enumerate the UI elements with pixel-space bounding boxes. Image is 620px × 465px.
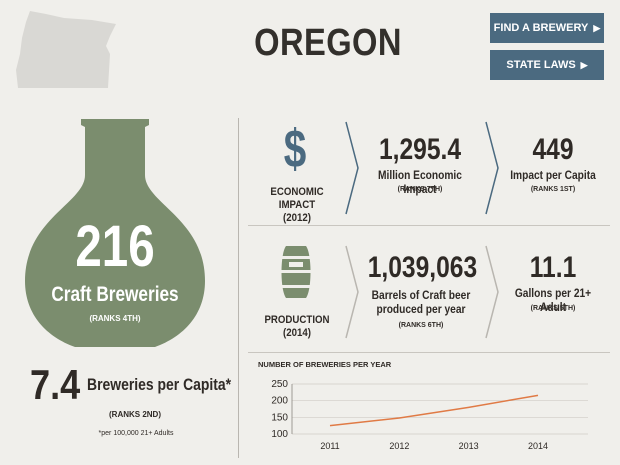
brewery-label: Craft Breweries bbox=[51, 283, 179, 306]
economic-impact-label: ECONOMIC IMPACT (2012) bbox=[257, 186, 336, 225]
find-brewery-label: FIND A BREWERY bbox=[493, 22, 589, 34]
vertical-divider bbox=[238, 118, 239, 458]
y-tick-label: 150 bbox=[271, 412, 288, 423]
gallons-desc: Gallons per 21+ Adult bbox=[514, 286, 592, 314]
production-year: (2014) bbox=[283, 327, 311, 339]
chart-title: NUMBER OF BREWERIES PER YEAR bbox=[258, 360, 392, 369]
economic-impact-title: ECONOMIC IMPACT bbox=[270, 186, 324, 211]
economic-impact-year: (2012) bbox=[283, 212, 311, 224]
brewery-rank: (RANKS 4TH) bbox=[89, 314, 141, 323]
gallons-value: 11.1 bbox=[529, 251, 577, 284]
chevron-separator-icon bbox=[485, 245, 499, 339]
x-tick-label: 2013 bbox=[459, 441, 479, 451]
chevron-separator-icon bbox=[485, 121, 499, 215]
section-divider bbox=[248, 352, 610, 353]
barrels-value: 1,039,063 bbox=[367, 251, 478, 284]
chevron-right-icon: ▶ bbox=[593, 22, 601, 33]
impact-per-capita-value: 449 bbox=[532, 133, 574, 166]
breweries-per-year-chart: 100 150 200 250 2011 2012 2013 2014 bbox=[271, 379, 588, 451]
find-brewery-button[interactable]: FIND A BREWERY ▶ bbox=[490, 13, 604, 43]
economic-impact-rank: (RANKS 7TH) bbox=[397, 186, 443, 193]
brewery-count: 216 bbox=[75, 214, 155, 279]
page-title: OREGON bbox=[254, 22, 402, 64]
x-tick-label: 2014 bbox=[528, 441, 548, 451]
y-tick-label: 200 bbox=[271, 396, 288, 407]
economic-impact-desc: Million Economic Impact bbox=[378, 168, 462, 196]
dollar-icon: $ bbox=[283, 119, 307, 179]
chevron-right-icon: ▶ bbox=[580, 59, 588, 70]
per-capita-label: Breweries per Capita* bbox=[87, 375, 232, 394]
gallons-rank: (RANKS 5TH) bbox=[530, 305, 576, 312]
state-laws-label: STATE LAWS bbox=[506, 59, 576, 71]
chevron-separator-icon bbox=[345, 121, 359, 215]
production-label: PRODUCTION (2014) bbox=[257, 314, 336, 340]
series-line bbox=[329, 394, 539, 427]
bottle-icon bbox=[25, 119, 205, 347]
y-tick-label: 250 bbox=[271, 379, 288, 390]
y-tick-label: 100 bbox=[271, 429, 288, 440]
impact-per-capita-desc: Impact per Capita bbox=[510, 168, 596, 182]
impact-per-capita-rank: (RANKS 1ST) bbox=[530, 186, 576, 193]
chevron-separator-icon bbox=[345, 245, 359, 339]
x-tick-label: 2012 bbox=[389, 441, 409, 451]
per-capita-note: *per 100,000 21+ Adults bbox=[98, 430, 174, 437]
per-capita-rank: (RANKS 2ND) bbox=[109, 410, 161, 419]
production-title: PRODUCTION bbox=[264, 314, 330, 326]
per-capita-value: 7.4 bbox=[30, 361, 81, 408]
keg-icon bbox=[281, 246, 311, 298]
x-tick-label: 2011 bbox=[320, 441, 339, 451]
state-laws-button[interactable]: STATE LAWS ▶ bbox=[490, 50, 604, 80]
barrels-desc-line1: Barrels of Craft beer bbox=[371, 288, 471, 302]
barrels-rank: (RANKS 6TH) bbox=[398, 322, 444, 329]
barrels-desc-line2: produced per year bbox=[376, 302, 466, 316]
oregon-map-icon bbox=[16, 11, 116, 88]
economic-impact-value: 1,295.4 bbox=[378, 133, 462, 166]
section-divider bbox=[248, 225, 610, 226]
